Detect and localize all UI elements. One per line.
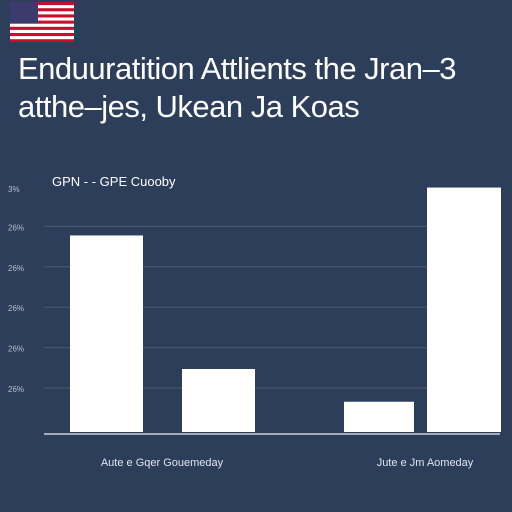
y-tick-label: 26% [8,304,24,313]
legend-label: GPN - - GPE Cuooby [52,174,176,189]
us-flag-icon [10,2,74,42]
title-line-2: atthe–jes, Ukean Ja Koas [18,89,360,124]
x-group-label: Jute e Jm Aomeday [377,457,474,469]
bar-chart: 3% 26% 26% 26% 26% 26% GPN - - GPE Cuooby Aut… [8,174,501,469]
title-line-1: Enduuratition Attlients the Jran–3 [18,51,456,86]
bar [70,235,143,432]
chart-title: Enduuratition Attlients the Jran–3 atthe… [18,50,512,126]
bars [70,187,501,432]
y-tick-label: 26% [8,264,24,273]
y-tick-label: 26% [8,223,24,232]
x-group-labels: Aute e Gqer Gouemeday Jute e Jm Aomeday [101,457,474,469]
bar [427,187,501,432]
bar [182,369,255,432]
y-tick-label: 26% [8,345,24,354]
bar [344,401,414,432]
x-group-label: Aute e Gqer Gouemeday [101,457,224,469]
y-tick-labels: 3% 26% 26% 26% 26% 26% [8,185,24,394]
y-tick-label: 26% [8,385,24,394]
y-tick-label: 3% [8,185,20,194]
